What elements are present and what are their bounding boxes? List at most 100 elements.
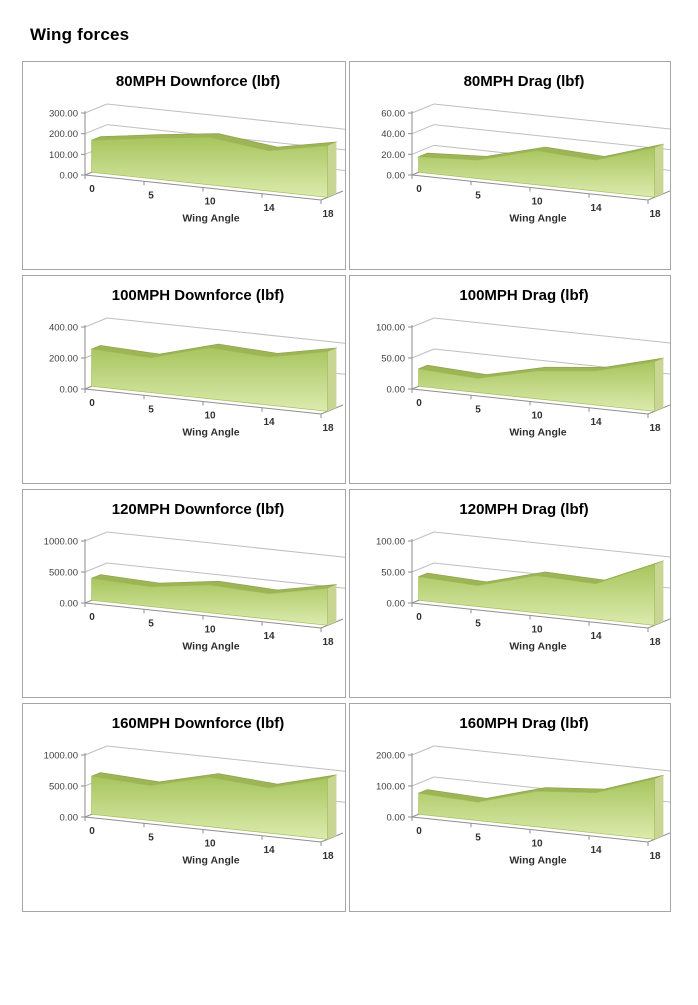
y-tick-label: 40.00 — [381, 129, 405, 140]
y-tick-label: 0.00 — [387, 385, 406, 396]
y-tick-label: 0.00 — [387, 599, 406, 610]
chart-panel-80mph-downforce-lbf[interactable]: 80MPH Downforce (lbf) 300.00 200.00 100.00 0… — [22, 61, 346, 270]
y-tick-label: 1000.00 — [44, 537, 78, 548]
chart-panel-100mph-drag-lbf[interactable]: 100MPH Drag (lbf) 100.00 50.00 0.00 0 5 10 14 18… — [349, 275, 671, 484]
gridline — [411, 348, 435, 359]
gridline — [106, 562, 345, 589]
gridline — [411, 745, 435, 756]
y-tick-label: 0.00 — [387, 813, 406, 824]
gridline — [84, 562, 108, 573]
area-chart-100mph-downforce-lbf: 400.00 200.00 0.00 0 5 10 14 18 Wing Angle — [49, 317, 345, 439]
area-right-face — [327, 584, 337, 626]
area-right-face — [327, 348, 337, 412]
chart-title: 80MPH Drag (lbf) — [463, 73, 585, 90]
x-tick-label: 10 — [204, 411, 216, 422]
x-tick-label: 10 — [204, 197, 216, 208]
charts-grid: 80MPH Downforce (lbf) 300.00 200.00 100.00 0… — [22, 61, 698, 912]
x-tick-label: 0 — [89, 398, 95, 409]
chart-panel-160mph-drag-lbf[interactable]: 160MPH Drag (lbf) 200.00 100.00 0.00 0 5 10 14 1… — [349, 703, 671, 912]
x-axis-title: Wing Angle — [182, 855, 239, 867]
y-tick-label: 0.00 — [60, 385, 79, 396]
x-tick-label: 18 — [322, 637, 334, 648]
gridline — [433, 531, 670, 558]
area-chart-80mph-drag-lbf: 60.00 40.00 20.00 0.00 0 5 10 14 18 Wing Angle — [381, 103, 670, 225]
y-tick-label: 50.00 — [381, 568, 405, 579]
x-tick-label: 14 — [590, 203, 602, 214]
y-tick-label: 200.00 — [376, 751, 405, 762]
y-tick-label: 100.00 — [49, 150, 78, 161]
area-front-face — [91, 775, 328, 840]
x-axis-title: Wing Angle — [509, 213, 566, 225]
chart-title: 120MPH Drag (lbf) — [459, 501, 589, 518]
x-tick-label: 10 — [531, 411, 543, 422]
x-tick-label: 5 — [148, 618, 154, 629]
x-tick-label: 14 — [263, 417, 275, 428]
x-tick-label: 0 — [89, 826, 95, 837]
y-tick-label: 1000.00 — [44, 751, 78, 762]
chart-title: 160MPH Drag (lbf) — [459, 715, 589, 732]
x-tick-label: 5 — [148, 190, 154, 201]
gridline — [411, 144, 435, 155]
x-tick-label: 18 — [322, 209, 334, 220]
gridline — [411, 124, 435, 135]
gridline — [84, 745, 108, 756]
gridline — [411, 317, 435, 328]
x-tick-label: 10 — [204, 625, 216, 636]
chart-panel-100mph-downforce-lbf[interactable]: 100MPH Downforce (lbf) 400.00 200.00 0.00 0 5… — [22, 275, 346, 484]
chart-title: 120MPH Downforce (lbf) — [111, 501, 285, 518]
area-front-face — [91, 136, 328, 198]
chart-panel-160mph-downforce-lbf[interactable]: 160MPH Downforce (lbf) 1000.00 500.00 0.00 0… — [22, 703, 346, 912]
gridline — [411, 562, 435, 573]
x-tick-label: 18 — [322, 423, 334, 434]
gridline — [433, 745, 670, 772]
x-tick-label: 5 — [148, 832, 154, 843]
x-tick-label: 18 — [649, 423, 661, 434]
y-tick-label: 0.00 — [387, 171, 406, 182]
chart-panel-120mph-drag-lbf[interactable]: 120MPH Drag (lbf) 100.00 50.00 0.00 0 5 10 14 18… — [349, 489, 671, 698]
gridline — [84, 124, 108, 135]
x-tick-label: 0 — [89, 612, 95, 623]
gridline — [106, 103, 345, 130]
chart-panel-120mph-downforce-lbf[interactable]: 120MPH Downforce (lbf) 1000.00 500.00 0.00 0… — [22, 489, 346, 698]
area-front-face — [418, 361, 655, 412]
x-tick-label: 14 — [263, 203, 275, 214]
gridline — [106, 745, 345, 772]
area-front-face — [418, 564, 655, 626]
x-axis-title: Wing Angle — [182, 641, 239, 653]
chart-panel-80mph-drag-lbf[interactable]: 80MPH Drag (lbf) 60.00 40.00 20.00 0.00 0 5 10 1… — [349, 61, 671, 270]
gridline — [433, 124, 670, 151]
y-tick-label: 50.00 — [381, 354, 405, 365]
gridline — [433, 103, 670, 130]
area-right-face — [654, 358, 664, 412]
y-tick-label: 0.00 — [60, 599, 79, 610]
area-front-face — [418, 147, 655, 198]
x-tick-label: 10 — [531, 197, 543, 208]
x-axis-title: Wing Angle — [509, 427, 566, 439]
y-tick-label: 100.00 — [376, 323, 405, 334]
x-tick-label: 18 — [649, 637, 661, 648]
gridline — [433, 317, 670, 344]
y-tick-label: 200.00 — [49, 129, 78, 140]
x-tick-label: 14 — [590, 417, 602, 428]
y-tick-label: 100.00 — [376, 537, 405, 548]
x-tick-label: 0 — [416, 612, 422, 623]
area-chart-80mph-downforce-lbf: 300.00 200.00 100.00 0.00 0 5 10 14 18 Wing Angle — [49, 103, 345, 225]
y-tick-label: 0.00 — [60, 171, 79, 182]
chart-title: 100MPH Downforce (lbf) — [111, 287, 285, 304]
x-tick-label: 5 — [475, 618, 481, 629]
chart-title: 160MPH Downforce (lbf) — [111, 715, 285, 732]
y-tick-label: 400.00 — [49, 323, 78, 334]
area-chart-160mph-drag-lbf: 200.00 100.00 0.00 0 5 10 14 18 Wing Angle — [376, 745, 670, 867]
gridline — [84, 103, 108, 114]
x-tick-label: 10 — [531, 839, 543, 850]
x-tick-label: 0 — [416, 398, 422, 409]
y-tick-label: 100.00 — [376, 782, 405, 793]
chart-title: 80MPH Downforce (lbf) — [115, 73, 281, 90]
y-tick-label: 300.00 — [49, 109, 78, 120]
y-tick-label: 60.00 — [381, 109, 405, 120]
x-tick-label: 0 — [416, 826, 422, 837]
gridline — [84, 317, 108, 328]
x-tick-label: 10 — [531, 625, 543, 636]
area-front-face — [91, 347, 328, 412]
area-right-face — [327, 142, 337, 198]
